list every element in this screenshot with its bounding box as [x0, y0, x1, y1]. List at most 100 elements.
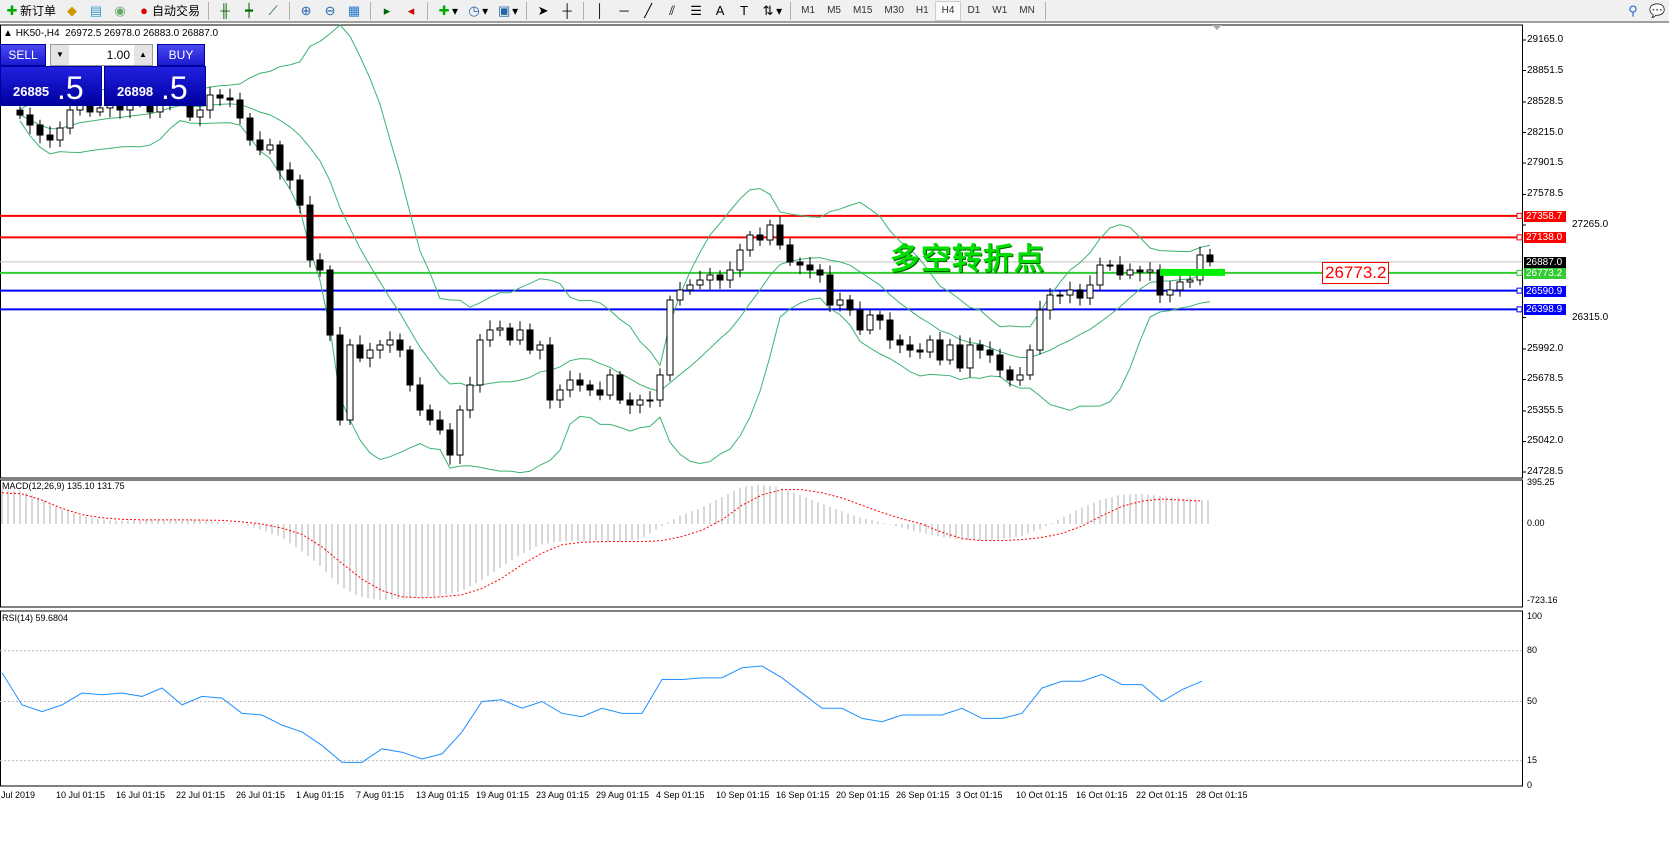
candle-body [696, 279, 704, 286]
date-axis-label: 16 Sep 01:15 [776, 790, 830, 800]
timeframe-m15[interactable]: M15 [852, 5, 873, 16]
candle-body [196, 109, 204, 118]
candle [1206, 248, 1214, 267]
tile-windows-icon: ▦ [347, 2, 361, 18]
level-price-tag[interactable]: 26773.2 [1524, 267, 1566, 279]
tile-windows-button[interactable]: ▦ [342, 1, 366, 21]
chat-button[interactable]: 💬 [1645, 1, 1669, 21]
level-handle [1516, 287, 1523, 294]
candle [896, 334, 904, 354]
lot-value[interactable]: 1.00 [106, 48, 130, 62]
timeframe-m30[interactable]: M30 [884, 5, 904, 16]
candle-body [586, 384, 594, 391]
fibonacci-button[interactable]: ☰ [684, 1, 708, 21]
candle [1196, 246, 1204, 286]
level-handle [1516, 269, 1523, 276]
candle-body [606, 374, 614, 396]
level-price-tag[interactable]: 27138.0 [1524, 232, 1566, 244]
vertical-line-button[interactable]: │ [588, 1, 612, 21]
candle [366, 342, 374, 368]
price-axis-label: 25355.5 [1527, 404, 1564, 416]
candle [196, 105, 204, 127]
timeframe-mn[interactable]: MN [1019, 5, 1035, 16]
text-button[interactable]: A [708, 1, 732, 21]
search-button[interactable]: ⚲ [1621, 1, 1645, 21]
zoom-out-button[interactable]: ⊖ [318, 1, 342, 21]
autoscroll-button[interactable]: ▸ [375, 1, 399, 21]
vertical-line-icon: │ [596, 2, 605, 18]
candle [636, 394, 644, 414]
timeframe-d1[interactable]: D1 [967, 5, 981, 16]
candle-body [336, 334, 344, 421]
auto-trading-icon: ● [140, 2, 148, 18]
sell-price[interactable]: 26885 .5 [0, 66, 102, 106]
crosshair-button[interactable]: ┼ [555, 1, 579, 21]
date-axis-label: 7 Aug 01:15 [356, 790, 405, 800]
chart-annotation-text[interactable]: 多空转折点 [890, 243, 1045, 276]
level-price-tag[interactable]: 26398.9 [1524, 304, 1566, 316]
zoom-in-button[interactable]: ⊕ [294, 1, 318, 21]
buy-button[interactable]: BUY [157, 44, 205, 66]
periods-icon: ◷ [468, 2, 480, 18]
signals-button[interactable]: ◉ [108, 1, 132, 21]
candle [766, 219, 774, 246]
navigator-button[interactable]: ▤ [84, 1, 108, 21]
candle-body [236, 99, 244, 119]
candle-body [836, 299, 844, 306]
autoscroll-icon: ▸ [383, 2, 391, 18]
horizontal-line-icon: ─ [619, 2, 629, 18]
periods-button[interactable]: ◷ ▾ [462, 1, 492, 21]
rsi-axis-label: 50 [1527, 695, 1538, 706]
candle [1136, 265, 1144, 282]
candle [276, 140, 284, 180]
timeframe-bar: M1 M5 M15 M30 H1 H4 D1 W1 MN [795, 0, 1041, 21]
arrows-button[interactable]: ⇅ ▾ [756, 1, 786, 21]
level-price-tag[interactable]: 26887.0 [1524, 256, 1566, 268]
indicators-button[interactable]: ✚ ▾ [432, 1, 462, 21]
candle [306, 195, 314, 268]
auto-trading-button[interactable]: ● 自动交易 [132, 1, 204, 21]
level-highlight-bar [1160, 268, 1225, 276]
text-label-button[interactable]: T [732, 1, 756, 21]
line-chart-button[interactable]: ⟋ [261, 1, 285, 21]
timeframe-m5[interactable]: M5 [827, 5, 841, 16]
line-chart-icon: ⟋ [268, 2, 278, 18]
candle [846, 295, 854, 316]
buy-price[interactable]: 26898 .5 [104, 66, 206, 106]
chart-canvas[interactable] [0, 23, 1669, 858]
date-axis-label: 16 Oct 01:15 [1076, 790, 1128, 800]
trendline-button[interactable]: ╱ [636, 1, 660, 21]
timeframe-h1[interactable]: H1 [915, 5, 929, 16]
candle [996, 348, 1004, 378]
date-axis-label: 22 Oct 01:15 [1136, 790, 1188, 800]
candle [926, 335, 934, 359]
candlestick-button[interactable]: ┿ [237, 1, 261, 21]
equidistant-channel-button[interactable]: ⫽ [660, 1, 684, 21]
new-order-button[interactable]: ✚ 新订单 [0, 1, 60, 21]
market-watch-button[interactable]: ◆ [60, 1, 84, 21]
level-price-tag[interactable]: 27358.7 [1524, 210, 1566, 222]
candle-body [886, 319, 894, 341]
horizontal-line-button[interactable]: ─ [612, 1, 636, 21]
candle-body [226, 97, 234, 101]
timeframe-h4[interactable]: H4 [934, 0, 962, 21]
timeframe-m1[interactable]: M1 [801, 5, 816, 16]
candle [1026, 344, 1034, 381]
timeframe-w1[interactable]: W1 [992, 5, 1008, 16]
bar-chart-button[interactable]: ╫ [213, 1, 237, 21]
cursor-button[interactable]: ➤ [531, 1, 555, 21]
lot-size-input[interactable]: ▼ 1.00 ▲ [50, 44, 153, 66]
candle [1076, 283, 1084, 306]
lot-decrease-button[interactable]: ▼ [51, 45, 69, 65]
level-price-label[interactable]: 26773.2 [1322, 262, 1390, 284]
separator [208, 1, 210, 20]
chart-shift-button[interactable]: ◂ [399, 1, 423, 21]
candle [416, 377, 424, 416]
candle [246, 113, 254, 146]
sell-button[interactable]: SELL [0, 44, 46, 66]
lot-increase-button[interactable]: ▲ [134, 45, 152, 65]
candle-body [626, 399, 634, 406]
candle [1146, 262, 1154, 281]
level-price-tag[interactable]: 26590.9 [1524, 285, 1566, 297]
templates-button[interactable]: ▣ ▾ [497, 2, 519, 18]
